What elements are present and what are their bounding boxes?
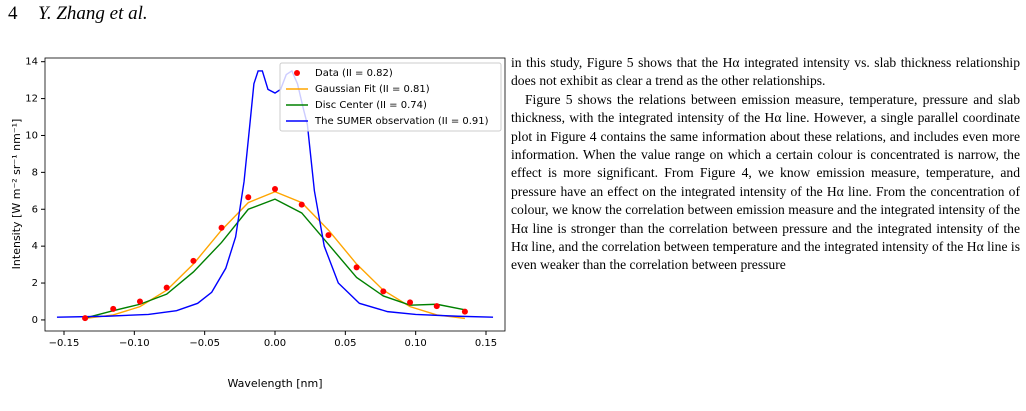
data-point bbox=[325, 232, 332, 239]
y-tick-label: 2 bbox=[32, 278, 38, 289]
y-axis-label: Intensity [W m⁻² sr⁻¹ nm⁻¹] bbox=[10, 119, 23, 270]
plot-frame bbox=[44, 57, 506, 332]
data-point bbox=[272, 185, 278, 192]
data-point bbox=[218, 224, 225, 231]
y-tick-label: 14 bbox=[25, 57, 38, 68]
page-header: 4 Y. Zhang et al. bbox=[8, 3, 148, 25]
series-line bbox=[56, 69, 494, 318]
legend-label: Data (II = 0.82) bbox=[315, 68, 393, 79]
paragraph: in this study, Figure 5 shows that the H… bbox=[511, 55, 1020, 89]
data-point bbox=[82, 315, 89, 322]
data-point bbox=[461, 308, 468, 315]
data-point bbox=[136, 298, 143, 305]
x-tick-label: 0.10 bbox=[405, 338, 427, 349]
data-point bbox=[110, 305, 117, 312]
authors: Y. Zhang et al. bbox=[38, 3, 148, 24]
legend-label: Disc Center (II = 0.74) bbox=[315, 100, 427, 111]
y-tick-label: 6 bbox=[32, 204, 38, 215]
data-point bbox=[163, 284, 170, 291]
chart: Wavelength [nm] Intensity [W m⁻² sr⁻¹ nm… bbox=[10, 57, 506, 390]
x-tick-label: −0.15 bbox=[49, 338, 80, 349]
data-point bbox=[380, 288, 387, 295]
x-tick-label: 0.05 bbox=[334, 338, 356, 349]
data-point bbox=[353, 264, 360, 271]
y-tick-label: 10 bbox=[25, 130, 38, 141]
y-tick-label: 0 bbox=[32, 315, 38, 326]
y-tick-label: 8 bbox=[32, 167, 38, 178]
legend-label: Gaussian Fit (II = 0.81) bbox=[315, 84, 430, 95]
x-tick-label: 0.00 bbox=[264, 338, 286, 349]
legend-box bbox=[279, 62, 502, 132]
x-tick-label: −0.10 bbox=[119, 338, 150, 349]
series-line bbox=[84, 198, 466, 319]
data-point bbox=[245, 194, 252, 201]
x-axis-label: Wavelength [nm] bbox=[227, 377, 322, 390]
data-point bbox=[190, 257, 197, 264]
page-number: 4 bbox=[8, 3, 18, 24]
data-point bbox=[407, 299, 414, 306]
paragraph: Figure 5 shows the relations between emi… bbox=[511, 91, 1020, 273]
x-tick-label: −0.05 bbox=[189, 338, 220, 349]
y-tick-label: 12 bbox=[25, 94, 38, 105]
y-tick-label: 4 bbox=[32, 241, 38, 252]
legend-label: The SUMER observation (II = 0.91) bbox=[314, 116, 489, 127]
text-column: in this study, Figure 5 shows that the H… bbox=[511, 54, 1020, 411]
data-point bbox=[298, 201, 305, 208]
x-tick-label: 0.15 bbox=[475, 338, 497, 349]
data-point bbox=[433, 303, 440, 310]
legend-marker bbox=[294, 70, 300, 76]
